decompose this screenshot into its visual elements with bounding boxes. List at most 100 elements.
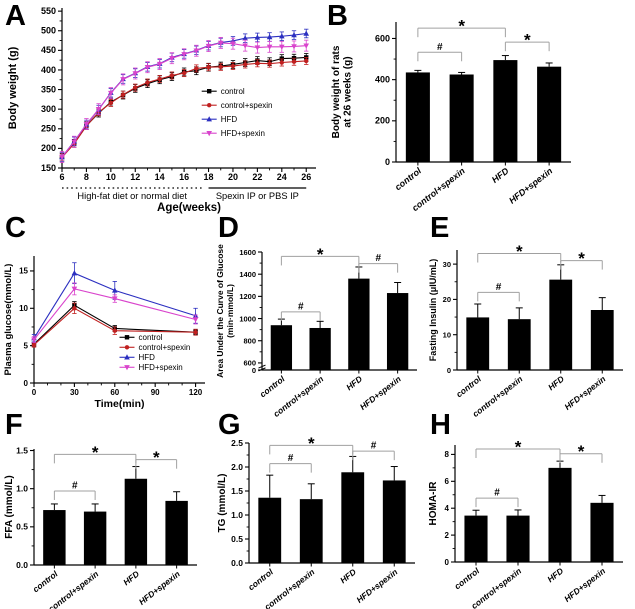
- significance-brackets: # * *: [477, 242, 603, 302]
- bar-HFD: [348, 278, 370, 370]
- svg-text:2.5: 2.5: [231, 438, 243, 448]
- svg-text:0: 0: [385, 157, 390, 167]
- svg-text:20: 20: [228, 172, 238, 182]
- series-HFD+spexin: [59, 37, 310, 163]
- svg-text:14: 14: [155, 172, 165, 182]
- panel-B: B 0 200 400 600 Body weight of ratsat 26 wee…: [322, 0, 635, 218]
- svg-text:10: 10: [106, 172, 116, 182]
- svg-text:HFD+spexin: HFD+spexin: [137, 569, 182, 607]
- panel-E-chart: 0 10 20 30 Fasting Insulin (μIU/mL) controlco…: [428, 242, 623, 419]
- svg-text:0: 0: [24, 379, 29, 388]
- panel-D: D 0 600 800 1000 1200 1400 1600 Area Under the …: [213, 212, 425, 419]
- bar-HFD: [493, 60, 518, 162]
- svg-text:5: 5: [24, 341, 29, 350]
- svg-text:350: 350: [41, 84, 56, 94]
- panel-H: H 0 2 4 6 8 HOMA-IR control control+spexin HFD HF…: [425, 409, 635, 609]
- svg-text:1.0: 1.0: [231, 510, 243, 520]
- chart-root: 0 5 10 15 Plasma glucose(mmol/L) 0 30 60 90 120 co…: [3, 256, 205, 410]
- svg-text:0.5: 0.5: [16, 522, 28, 532]
- x-annotations: High-fat diet or normal diet Spexin IP or…: [62, 187, 307, 201]
- svg-text:4: 4: [445, 504, 450, 513]
- svg-text:*: *: [458, 17, 465, 36]
- bar-HFD+spexin: [590, 310, 614, 370]
- bar-control: [405, 72, 430, 162]
- panel-A-label: A: [5, 0, 26, 32]
- svg-text:control: control: [393, 165, 424, 192]
- svg-text:control+spexin: control+spexin: [221, 101, 273, 110]
- svg-text:0.5: 0.5: [231, 534, 243, 544]
- svg-text:2.0: 2.0: [231, 462, 243, 472]
- svg-text:Time(min): Time(min): [95, 398, 145, 410]
- svg-text:HFD+spexin: HFD+spexin: [507, 165, 555, 205]
- panel-G-label: G: [218, 409, 241, 441]
- y-axis-label: Area Under the Curve of Glucose(min·mmol…: [215, 244, 235, 378]
- panel-C: C 0 5 10 15 Plasma glucose(mmol/L) 0 30 60 90 120…: [0, 212, 213, 412]
- svg-text:6: 6: [445, 477, 450, 486]
- svg-text:12: 12: [130, 172, 140, 182]
- bar-control: [258, 497, 282, 563]
- svg-text:control: control: [139, 333, 163, 342]
- panel-E: E 0 10 20 30 Fasting Insulin (μIU/mL) control…: [425, 212, 635, 419]
- svg-text:HFD+spexin: HFD+spexin: [358, 374, 403, 412]
- svg-text:2: 2: [445, 531, 450, 540]
- svg-text:#: #: [437, 42, 443, 53]
- svg-text:30: 30: [443, 260, 451, 269]
- svg-text:500: 500: [41, 26, 56, 36]
- panel-B-chart: 0 200 400 600 Body weight of ratsat 26 weeks…: [331, 17, 571, 213]
- svg-text:HFD: HFD: [221, 115, 238, 124]
- y-axis-label: Body weight (g): [7, 46, 19, 129]
- svg-text:HFD+spexin: HFD+spexin: [562, 566, 607, 604]
- svg-text:0: 0: [445, 558, 450, 567]
- y-axis-label: FFA (mmol/L): [4, 475, 15, 539]
- panel-G: G 0.0 0.5 1.0 1.5 2.0 2.5 TG (mmol/L) control co…: [213, 409, 425, 609]
- svg-text:200: 200: [41, 143, 56, 153]
- svg-text:control: control: [221, 87, 245, 96]
- bar-control: [466, 317, 490, 370]
- svg-text:#: #: [288, 453, 294, 464]
- svg-text:*: *: [308, 434, 315, 453]
- svg-text:1600: 1600: [239, 248, 256, 257]
- svg-text:400: 400: [41, 65, 56, 75]
- svg-text:#: #: [375, 253, 381, 264]
- panel-F-chart: 0.0 0.5 1.0 1.5 FFA (mmol/L) controlcontrol+s…: [4, 443, 197, 609]
- svg-text:*: *: [153, 448, 160, 467]
- svg-text:control: control: [258, 373, 287, 399]
- svg-text:*: *: [578, 442, 585, 461]
- svg-text:#: #: [72, 480, 78, 491]
- svg-text:control+spexin: control+spexin: [139, 343, 191, 352]
- chart-root: 0.0 0.5 1.0 1.5 FFA (mmol/L) controlcontrol+s…: [4, 443, 197, 609]
- svg-text:18: 18: [204, 172, 214, 182]
- bar-HFD: [341, 472, 365, 563]
- y-axis-label: TG (mmol/L): [217, 474, 228, 533]
- svg-text:High-fat diet or normal diet: High-fat diet or normal diet: [77, 191, 187, 201]
- svg-text:HFD+spexin: HFD+spexin: [221, 129, 265, 138]
- svg-text:*: *: [524, 31, 531, 50]
- bar-control+spexin: [507, 319, 531, 370]
- svg-text:600: 600: [375, 33, 390, 43]
- bar-HFD: [548, 467, 572, 562]
- svg-text:20: 20: [443, 295, 451, 304]
- bar-control: [43, 510, 66, 565]
- svg-text:10: 10: [19, 304, 28, 313]
- chart-root: 0 10 20 30 Fasting Insulin (μIU/mL) controlco…: [428, 242, 623, 419]
- chart-root: 0 200 400 600 Body weight of ratsat 26 weeks…: [331, 17, 571, 213]
- legend: control control+spexin HFD HFD+spexin: [201, 87, 273, 138]
- y-axis-label: Fasting Insulin (μIU/mL): [428, 259, 438, 362]
- panel-G-chart: 0.0 0.5 1.0 1.5 2.0 2.5 TG (mmol/L) controlcont…: [217, 434, 415, 609]
- y-axis-label: HOMA-IR: [428, 481, 439, 526]
- svg-text:HFD+spexin: HFD+spexin: [562, 374, 607, 412]
- panel-A: A 150 200 250 300 350 400 450 500 550 Body weight…: [0, 0, 322, 218]
- svg-text:15: 15: [19, 267, 28, 276]
- svg-text:250: 250: [41, 124, 56, 134]
- svg-text:HFD: HFD: [139, 353, 156, 362]
- svg-text:16: 16: [179, 172, 189, 182]
- svg-text:0.0: 0.0: [231, 558, 243, 568]
- svg-text:300: 300: [41, 104, 56, 114]
- chart-root: 150 200 250 300 350 400 450 500 550 Body weight (…: [7, 6, 316, 214]
